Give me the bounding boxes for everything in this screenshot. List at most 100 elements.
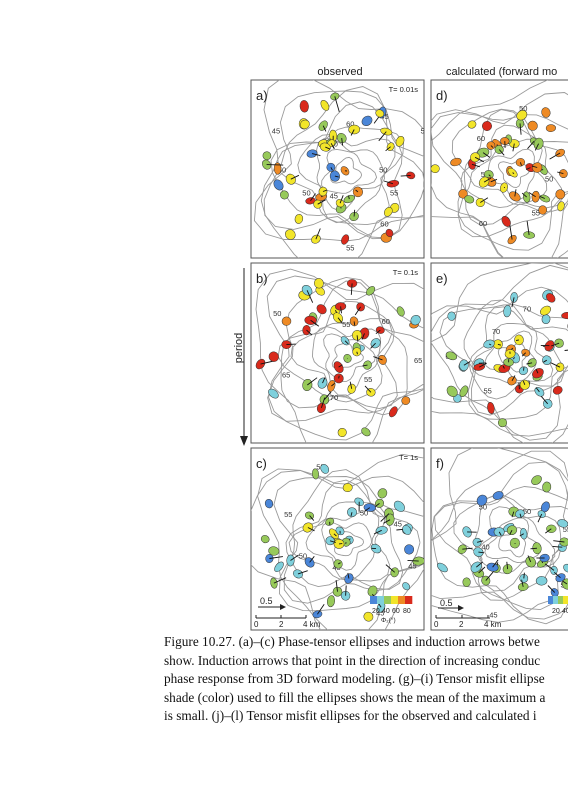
induction-arrow <box>512 357 515 360</box>
phase-tensor-ellipse <box>314 278 324 289</box>
induction-arrow <box>306 290 314 303</box>
induction-arrow <box>519 123 522 135</box>
induction-arrow <box>471 163 480 168</box>
induction-arrow <box>273 577 287 584</box>
caption-line-4: shade (color) used to fill the ellipses … <box>164 689 546 705</box>
induction-arrow <box>350 129 355 136</box>
caption-line-5: is small. (j)–(l) Tensor misfit ellipses… <box>164 708 537 724</box>
induction-arrow <box>322 377 326 384</box>
contour-label: 50 <box>545 175 553 184</box>
induction-arrow <box>329 540 336 543</box>
contour-line <box>321 148 378 194</box>
phase-tensor-ellipse <box>264 498 274 509</box>
induction-arrow <box>523 367 525 371</box>
phase-tensor-ellipse <box>375 109 385 118</box>
induction-arrow <box>407 559 419 562</box>
colorbar-swatch <box>398 596 406 604</box>
phase-tensor-ellipse <box>319 142 331 152</box>
phase-tensor-ellipse <box>300 119 310 130</box>
contour-label: 50 <box>421 127 429 136</box>
contour-line <box>484 330 537 382</box>
phase-tensor-ellipse <box>396 306 405 317</box>
contour-label: 55 <box>342 320 350 329</box>
induction-arrow <box>462 547 473 550</box>
phase-tensor-ellipse <box>527 120 538 131</box>
induction-arrow <box>338 375 340 379</box>
phase-tensor-ellipse <box>486 562 499 572</box>
induction-arrow <box>334 96 340 113</box>
induction-arrow <box>353 321 356 326</box>
phase-tensor-ellipse <box>541 107 551 118</box>
phase-tensor-ellipse <box>342 483 353 493</box>
induction-arrow <box>544 563 555 571</box>
induction-arrow <box>543 359 548 363</box>
induction-arrow <box>353 209 356 217</box>
induction-arrow <box>348 195 350 200</box>
induction-arrow <box>340 306 342 314</box>
contour-line <box>431 286 568 441</box>
phase-tensor-ellipse <box>458 189 468 199</box>
induction-arrow <box>260 360 274 365</box>
phase-tensor-ellipse <box>447 311 456 321</box>
induction-arrow <box>344 340 349 345</box>
induction-arrow <box>476 561 484 568</box>
induction-arrow <box>315 228 321 240</box>
distance-tick-f-0: 0 <box>434 620 439 629</box>
phase-tensor-ellipse <box>388 406 398 418</box>
phase-tensor-ellipse <box>404 544 415 555</box>
induction-arrow <box>490 145 494 148</box>
induction-arrow <box>361 333 365 340</box>
contour-line <box>251 453 424 630</box>
induction-arrow <box>322 189 327 192</box>
colorbar-swatch <box>558 596 564 604</box>
induction-arrow <box>550 362 561 368</box>
caption-line-2: show. Induction arrows that point in the… <box>164 652 541 668</box>
contour-label: 55 <box>532 209 540 218</box>
phase-tensor-ellipse <box>482 121 492 131</box>
contour-label: 40 <box>481 543 489 552</box>
induction-arrow <box>511 511 515 518</box>
phase-tensor-ellipse <box>540 305 551 316</box>
induction-arrow <box>535 369 539 374</box>
contour-label: 60 <box>477 134 485 143</box>
contour-label: 45 <box>394 520 402 529</box>
induction-arrow <box>320 397 326 409</box>
colorbar-swatch <box>384 596 392 604</box>
phase-tensor-ellipse <box>462 577 471 587</box>
induction-arrow <box>523 572 525 579</box>
induction-arrow <box>350 283 353 295</box>
contour-line <box>431 461 568 625</box>
contour-label: 60 <box>382 317 390 326</box>
induction-arrow <box>330 143 335 149</box>
contour-label: 50 <box>519 104 527 113</box>
induction-arrow <box>341 138 344 146</box>
induction-arrow <box>557 171 564 175</box>
phase-tensor-ellipse <box>552 385 563 395</box>
phase-tensor-ellipse <box>459 385 469 398</box>
induction-arrow <box>527 555 532 563</box>
induction-arrow <box>539 195 545 199</box>
contour-line <box>431 263 568 437</box>
induction-arrow <box>476 540 484 543</box>
phase-tensor-ellipse <box>366 286 376 296</box>
induction-arrow <box>324 391 332 400</box>
colorbar-swatch <box>553 596 559 604</box>
contour-label: 55 <box>484 387 492 396</box>
induction-arrow <box>502 365 505 369</box>
induction-arrow <box>307 527 315 532</box>
contour-label: 50 <box>299 552 307 561</box>
contour-label: 65 <box>282 371 290 380</box>
panel-b-period: T= 0.1s <box>393 268 418 277</box>
phase-tensor-ellipse <box>383 206 393 217</box>
induction-arrow <box>306 329 313 336</box>
induction-arrow <box>347 572 350 579</box>
distance-tick-0: 0 <box>254 620 259 629</box>
phase-tensor-ellipse <box>274 561 284 572</box>
phase-tensor-ellipse <box>533 137 544 150</box>
phase-tensor-ellipse <box>393 500 405 512</box>
phase-tensor-ellipse <box>476 494 488 506</box>
panel-b: 55 70 65 50 55 60 65 b) T= 0.1s <box>250 262 425 444</box>
contour-line <box>484 517 541 563</box>
colorbar-tick-60: 60 <box>392 608 400 615</box>
phase-tensor-ellipse <box>273 179 284 191</box>
